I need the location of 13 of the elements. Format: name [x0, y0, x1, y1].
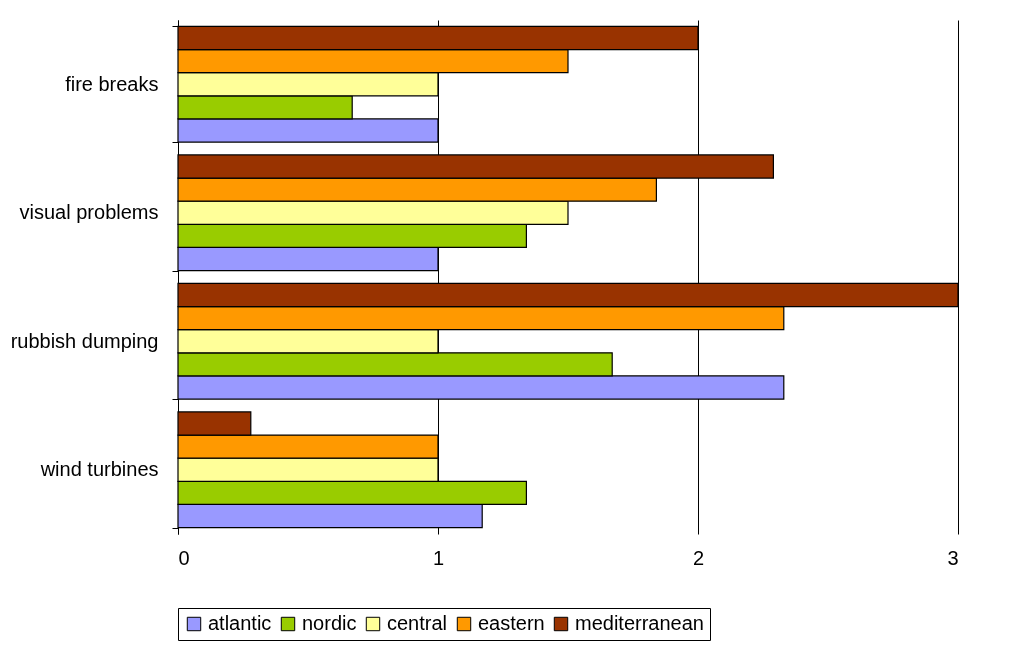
y-tick-label: wind turbines: [39, 458, 159, 481]
legend-label: central: [387, 612, 448, 634]
y-tick-label: fire breaks: [65, 72, 159, 95]
x-tick-label: 1: [432, 546, 445, 569]
x-tick-label: 3: [947, 546, 959, 569]
x-tick-label: 0: [178, 546, 190, 569]
x-tick-label: 2: [692, 546, 705, 569]
legend-label: nordic: [302, 612, 357, 634]
legend-label: mediterranean: [575, 612, 704, 634]
legend-label: eastern: [478, 612, 545, 634]
y-tick-label: rubbish dumping: [10, 329, 159, 352]
y-tick-label: visual problems: [19, 201, 159, 224]
legend-label: atlantic: [208, 612, 272, 634]
